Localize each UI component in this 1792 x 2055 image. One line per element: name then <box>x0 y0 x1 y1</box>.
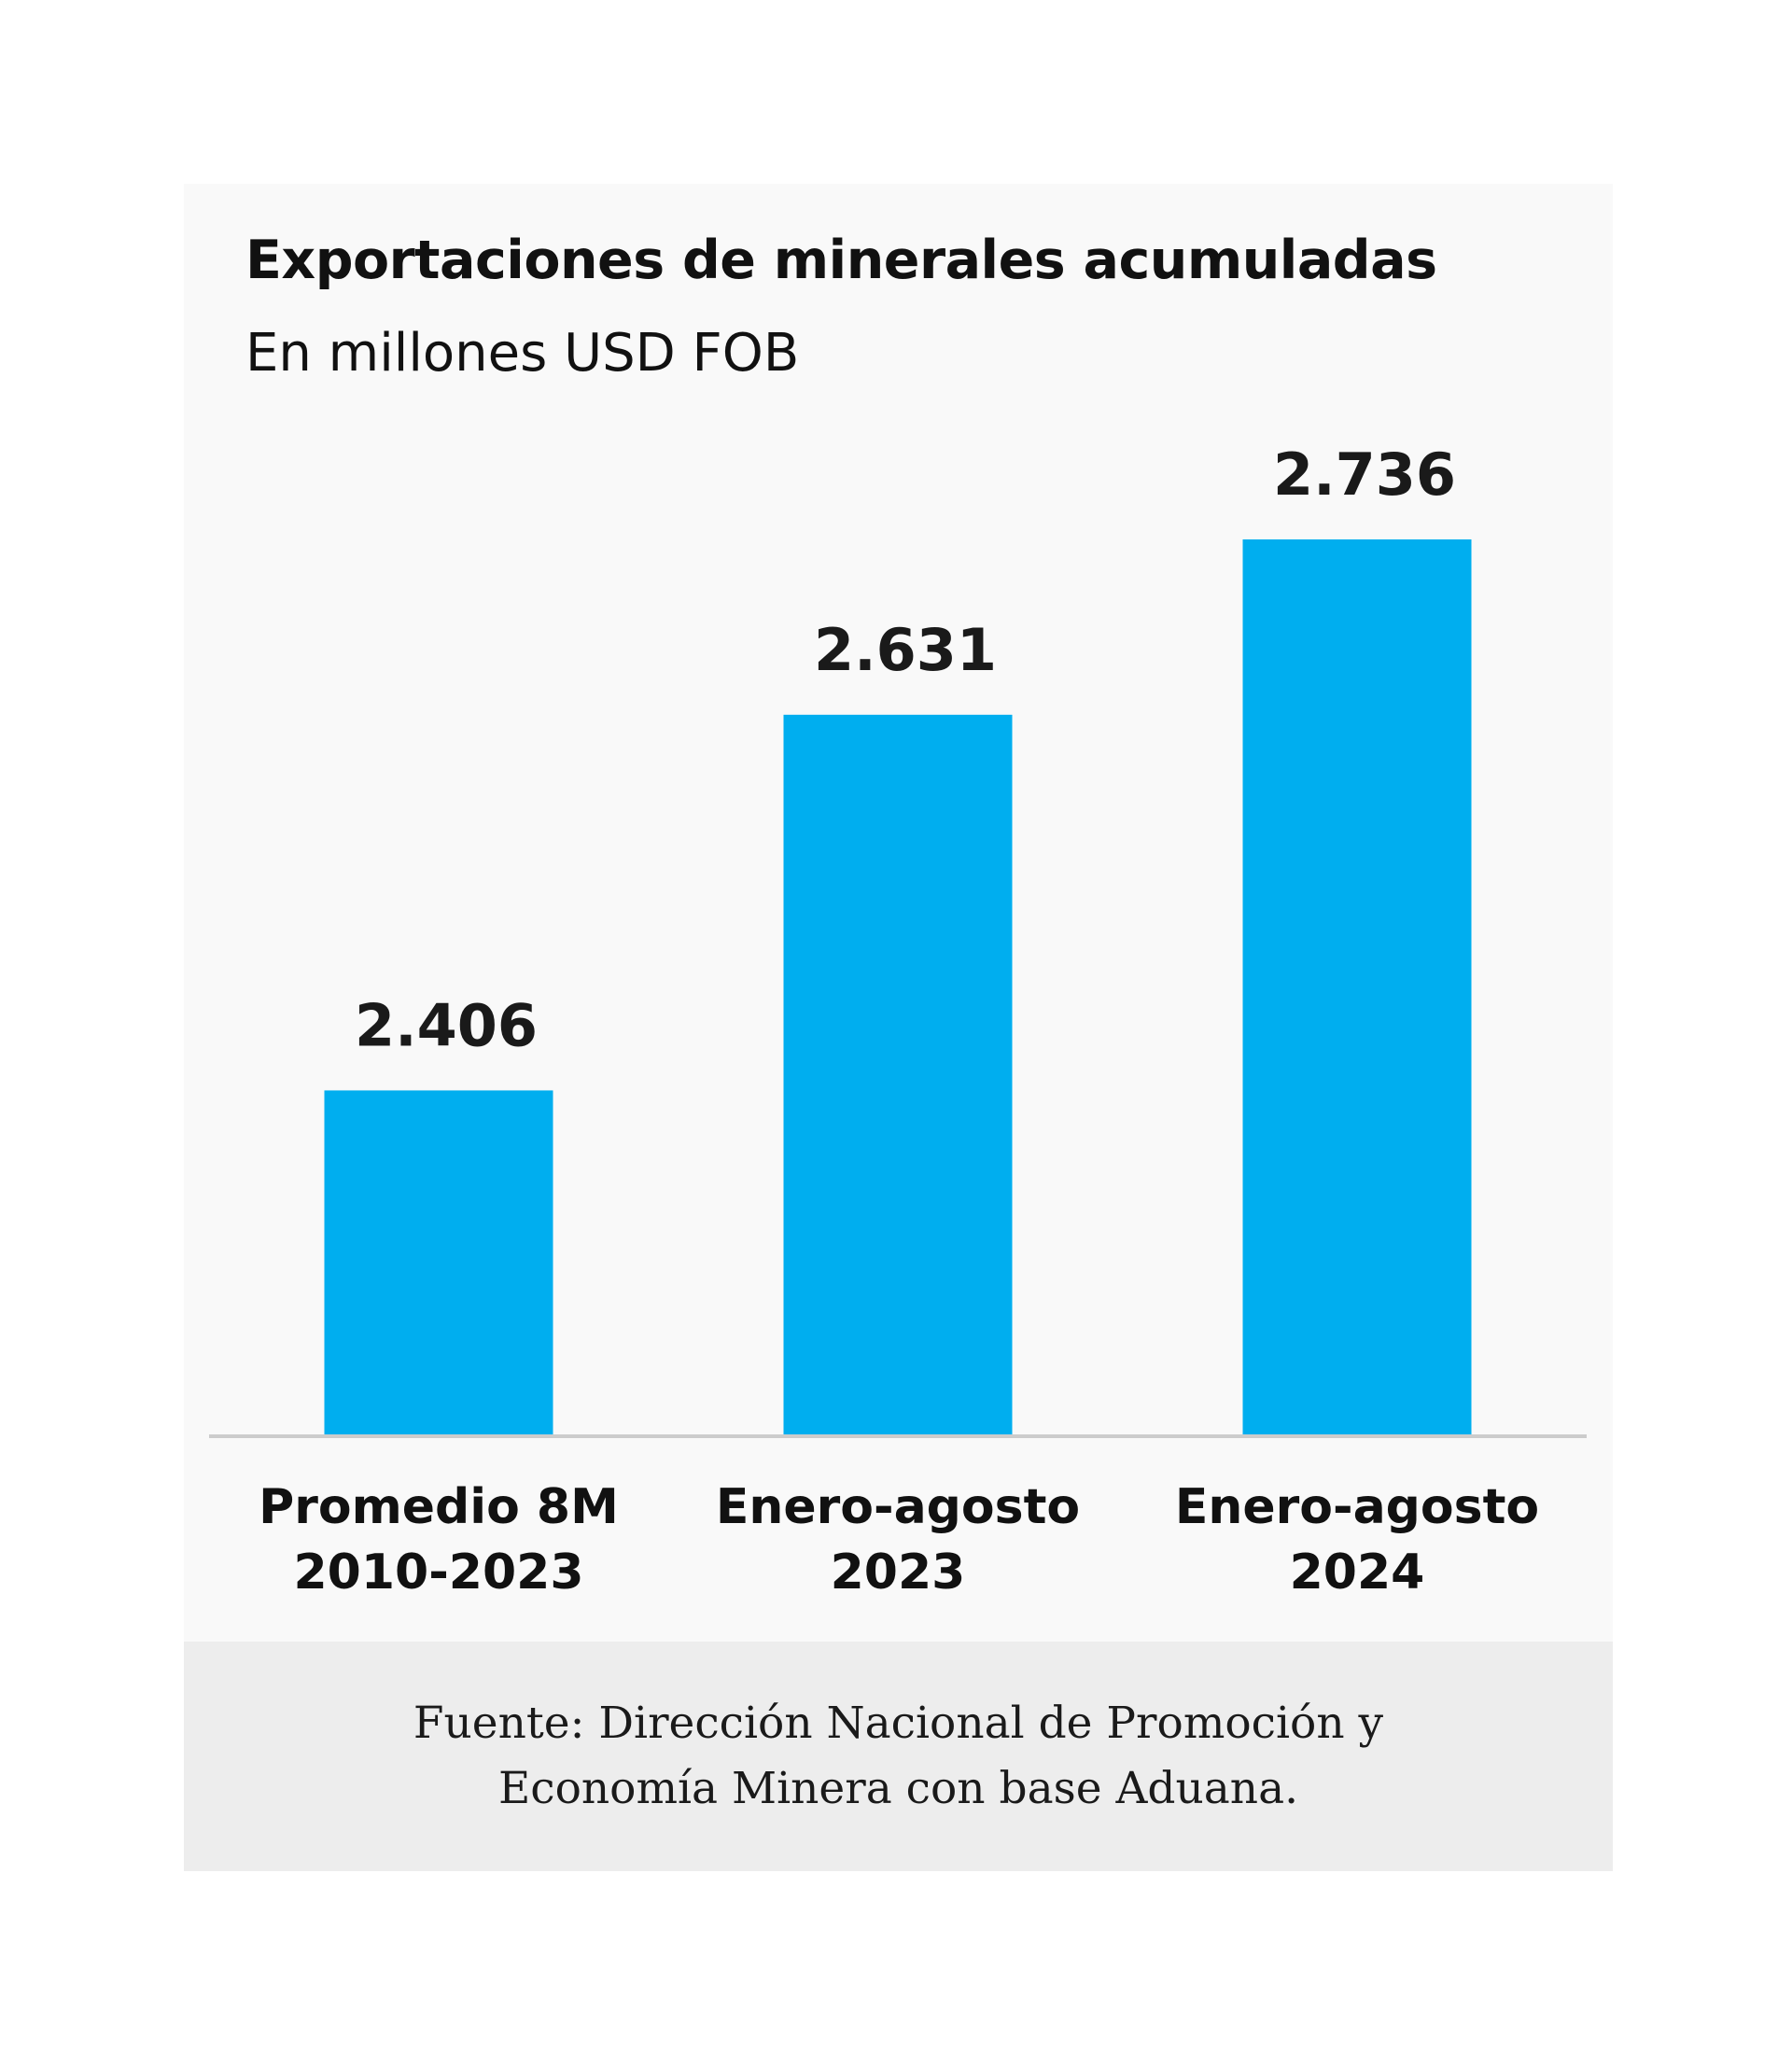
labels-group: 2.406 Promedio 8M 2010-2023 2.631 Enero-agos… <box>259 440 1539 1601</box>
category-label-2-line-1: 2024 <box>1290 1545 1425 1601</box>
category-label-0-line-0: Promedio 8M <box>259 1479 619 1535</box>
bar-2 <box>1242 539 1472 1434</box>
value-label-1: 2.631 <box>814 616 997 684</box>
chart-subtitle: En millones USD FOB <box>245 323 800 384</box>
category-label-2-line-0: Enero-agosto <box>1175 1479 1539 1535</box>
category-label-1-line-0: Enero-agosto <box>716 1479 1080 1535</box>
source-footer: Fuente: Dirección Nacional de Promoción … <box>184 1642 1613 1871</box>
bar-1 <box>783 714 1013 1434</box>
category-label-0-line-1: 2010-2023 <box>293 1545 583 1601</box>
chart-title: Exportaciones de minerales acumuladas <box>245 230 1437 291</box>
bar-0 <box>324 1090 553 1434</box>
category-label-1-line-1: 2023 <box>831 1545 966 1601</box>
value-label-2: 2.736 <box>1273 440 1456 509</box>
bar-chart: 2.406 Promedio 8M 2010-2023 2.631 Enero-agos… <box>209 440 1587 1601</box>
value-label-0: 2.406 <box>355 991 538 1059</box>
bars-group <box>324 539 1472 1434</box>
source-line-1: Fuente: Dirección Nacional de Promoción … <box>413 1698 1384 1749</box>
source-note: Fuente: Dirección Nacional de Promoción … <box>292 1691 1505 1822</box>
source-line-2: Economía Minera con base Aduana. <box>497 1763 1299 1814</box>
